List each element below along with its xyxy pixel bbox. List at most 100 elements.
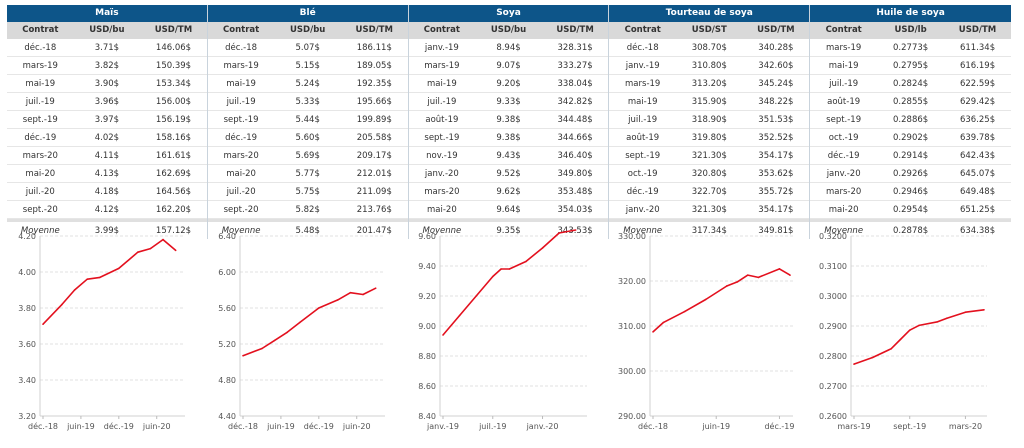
- table-cell: 348.22$: [758, 97, 794, 107]
- data-point: [374, 287, 377, 289]
- data-point: [162, 238, 164, 241]
- table-row: juil.-20 4.18$ 164.56$: [7, 183, 207, 201]
- average-cell: 343.53$: [557, 226, 593, 236]
- table-cell: 319.80$: [691, 133, 727, 143]
- data-point: [541, 247, 544, 249]
- table-cell: 349.80$: [557, 169, 593, 179]
- data-point: [86, 278, 89, 280]
- table-cell: 315.90$: [691, 97, 727, 107]
- table-row: sept.-19 0.2886$ 636.25$: [810, 111, 1011, 129]
- table-cell: mai-20: [828, 205, 859, 215]
- table-row: déc.-18 308.70$ 340.28$: [609, 39, 810, 57]
- table-row: sept.-20 5.82$ 213.76$: [207, 201, 408, 219]
- table-row: août-19 0.2855$ 629.42$: [810, 93, 1011, 111]
- column-header: USD/bu: [490, 25, 527, 35]
- x-tick-label: juin-19: [266, 422, 295, 431]
- table-cell: 4.18$: [94, 187, 120, 197]
- series-line-2: [442, 229, 576, 336]
- table-cell: 158.16$: [155, 133, 192, 143]
- table-cell: 199.89$: [356, 115, 392, 125]
- table-cell: 616.19$: [959, 61, 996, 71]
- table-cell: 333.27$: [557, 61, 593, 71]
- table-row: mars-20 9.62$ 353.48$: [408, 183, 609, 201]
- table-cell: 3.71$: [94, 43, 120, 53]
- table-cell: mars-20: [424, 187, 460, 197]
- table-cell: 9.62$: [496, 187, 521, 197]
- table-cell: 5.07$: [295, 43, 320, 53]
- table-cell: mars-20: [22, 151, 58, 161]
- table-cell: 162.20$: [155, 205, 192, 215]
- table-cell: 345.24$: [758, 79, 794, 89]
- y-tick-label: 9.20: [418, 292, 436, 301]
- table-cell: 649.48$: [959, 187, 996, 197]
- table-cell: 4.12$: [94, 205, 120, 215]
- table-cell: 3.96$: [94, 97, 120, 107]
- data-point: [149, 247, 152, 250]
- data-point: [286, 331, 289, 334]
- table-cell: août-19: [626, 133, 660, 143]
- table-cell: sept.-19: [424, 133, 460, 143]
- table-cell: 344.66$: [557, 133, 593, 143]
- y-tick-label: 3.40: [18, 376, 36, 385]
- table-row: mai-19 9.20$ 338.04$: [408, 75, 609, 93]
- table-header-row: Contrat USD/lb USD/TM: [810, 22, 1011, 39]
- table-row: nov.-19 9.43$ 346.40$: [408, 147, 609, 165]
- x-tick-label: déc.-19: [764, 421, 794, 431]
- average-cell: 317.34$: [691, 226, 727, 236]
- data-point: [299, 321, 301, 324]
- y-tick-label: 3.60: [18, 340, 36, 349]
- table-cell: janv.-19: [625, 61, 660, 71]
- data-point: [704, 298, 707, 301]
- x-tick-label: juin-20: [342, 422, 371, 431]
- series-line-1: [242, 287, 377, 357]
- table-row: janv.-19 8.94$ 328.31$: [408, 39, 609, 57]
- table-row: juil.-19 3.96$ 156.00$: [7, 93, 207, 111]
- table-row: sept.-19 321.30$ 354.17$: [609, 147, 810, 165]
- table-cell: 0.2954$: [893, 205, 929, 215]
- table-cell: sept.-19: [22, 115, 58, 125]
- table-cell: mars-19: [625, 79, 661, 89]
- table-cell: juil.-19: [226, 97, 256, 107]
- data-point: [725, 285, 728, 287]
- table-cell: 5.60$: [295, 133, 320, 143]
- data-point: [261, 347, 263, 350]
- x-tick-label: mars-20: [949, 422, 982, 431]
- table-cell: janv.-20: [625, 205, 660, 215]
- x-tick-label: juin-19: [701, 422, 730, 431]
- table-row: oct.-19 320.80$ 353.62$: [609, 165, 810, 183]
- y-tick-label: 8.80: [418, 352, 436, 361]
- table-cell: 639.78$: [959, 133, 996, 143]
- table-cell: 611.34$: [959, 43, 996, 53]
- table-title: Huile de soya: [810, 5, 1011, 22]
- data-point: [136, 251, 139, 253]
- average-cell: Moyenne: [422, 226, 462, 236]
- table-cell: 150.39$: [155, 61, 192, 71]
- data-point: [442, 334, 444, 336]
- table-cell: 0.2886$: [893, 115, 929, 125]
- y-tick-label: 3.20: [18, 412, 36, 421]
- table-cell: août-19: [827, 97, 861, 107]
- table-row: mars-20 5.69$ 209.17$: [207, 147, 408, 165]
- table-cell: 5.15$: [295, 61, 320, 71]
- table-cell: 161.61$: [155, 151, 192, 161]
- table-row: juil.-19 9.33$ 342.82$: [408, 93, 609, 111]
- table-row: mai-20 9.64$ 354.03$: [408, 201, 609, 219]
- table-cell: 342.82$: [557, 97, 593, 107]
- y-tick-label: 4.20: [18, 232, 36, 241]
- table-cell: janv.-20: [424, 169, 459, 179]
- table-cell: 9.43$: [496, 151, 521, 161]
- table-cell: mai-19: [226, 79, 256, 89]
- data-point: [458, 314, 461, 317]
- x-tick-label: déc.-19: [104, 421, 134, 431]
- table-row: juil.-20 5.75$ 211.09$: [207, 183, 408, 201]
- table-cell: 328.31$: [557, 43, 593, 53]
- table-row: mars-19 3.82$ 150.39$: [7, 57, 207, 75]
- table-cell: 0.2824$: [893, 79, 929, 89]
- table-row: sept.-19 9.38$ 344.66$: [408, 129, 609, 147]
- average-row: Moyenne 5.48$ 201.47$: [207, 219, 408, 239]
- table-cell: 5.77$: [295, 169, 320, 179]
- data-point: [242, 354, 244, 357]
- table-cell: 213.76$: [356, 205, 392, 215]
- average-row: Moyenne 0.2878$ 634.38$: [810, 219, 1011, 239]
- table-cell: 0.2946$: [893, 187, 929, 197]
